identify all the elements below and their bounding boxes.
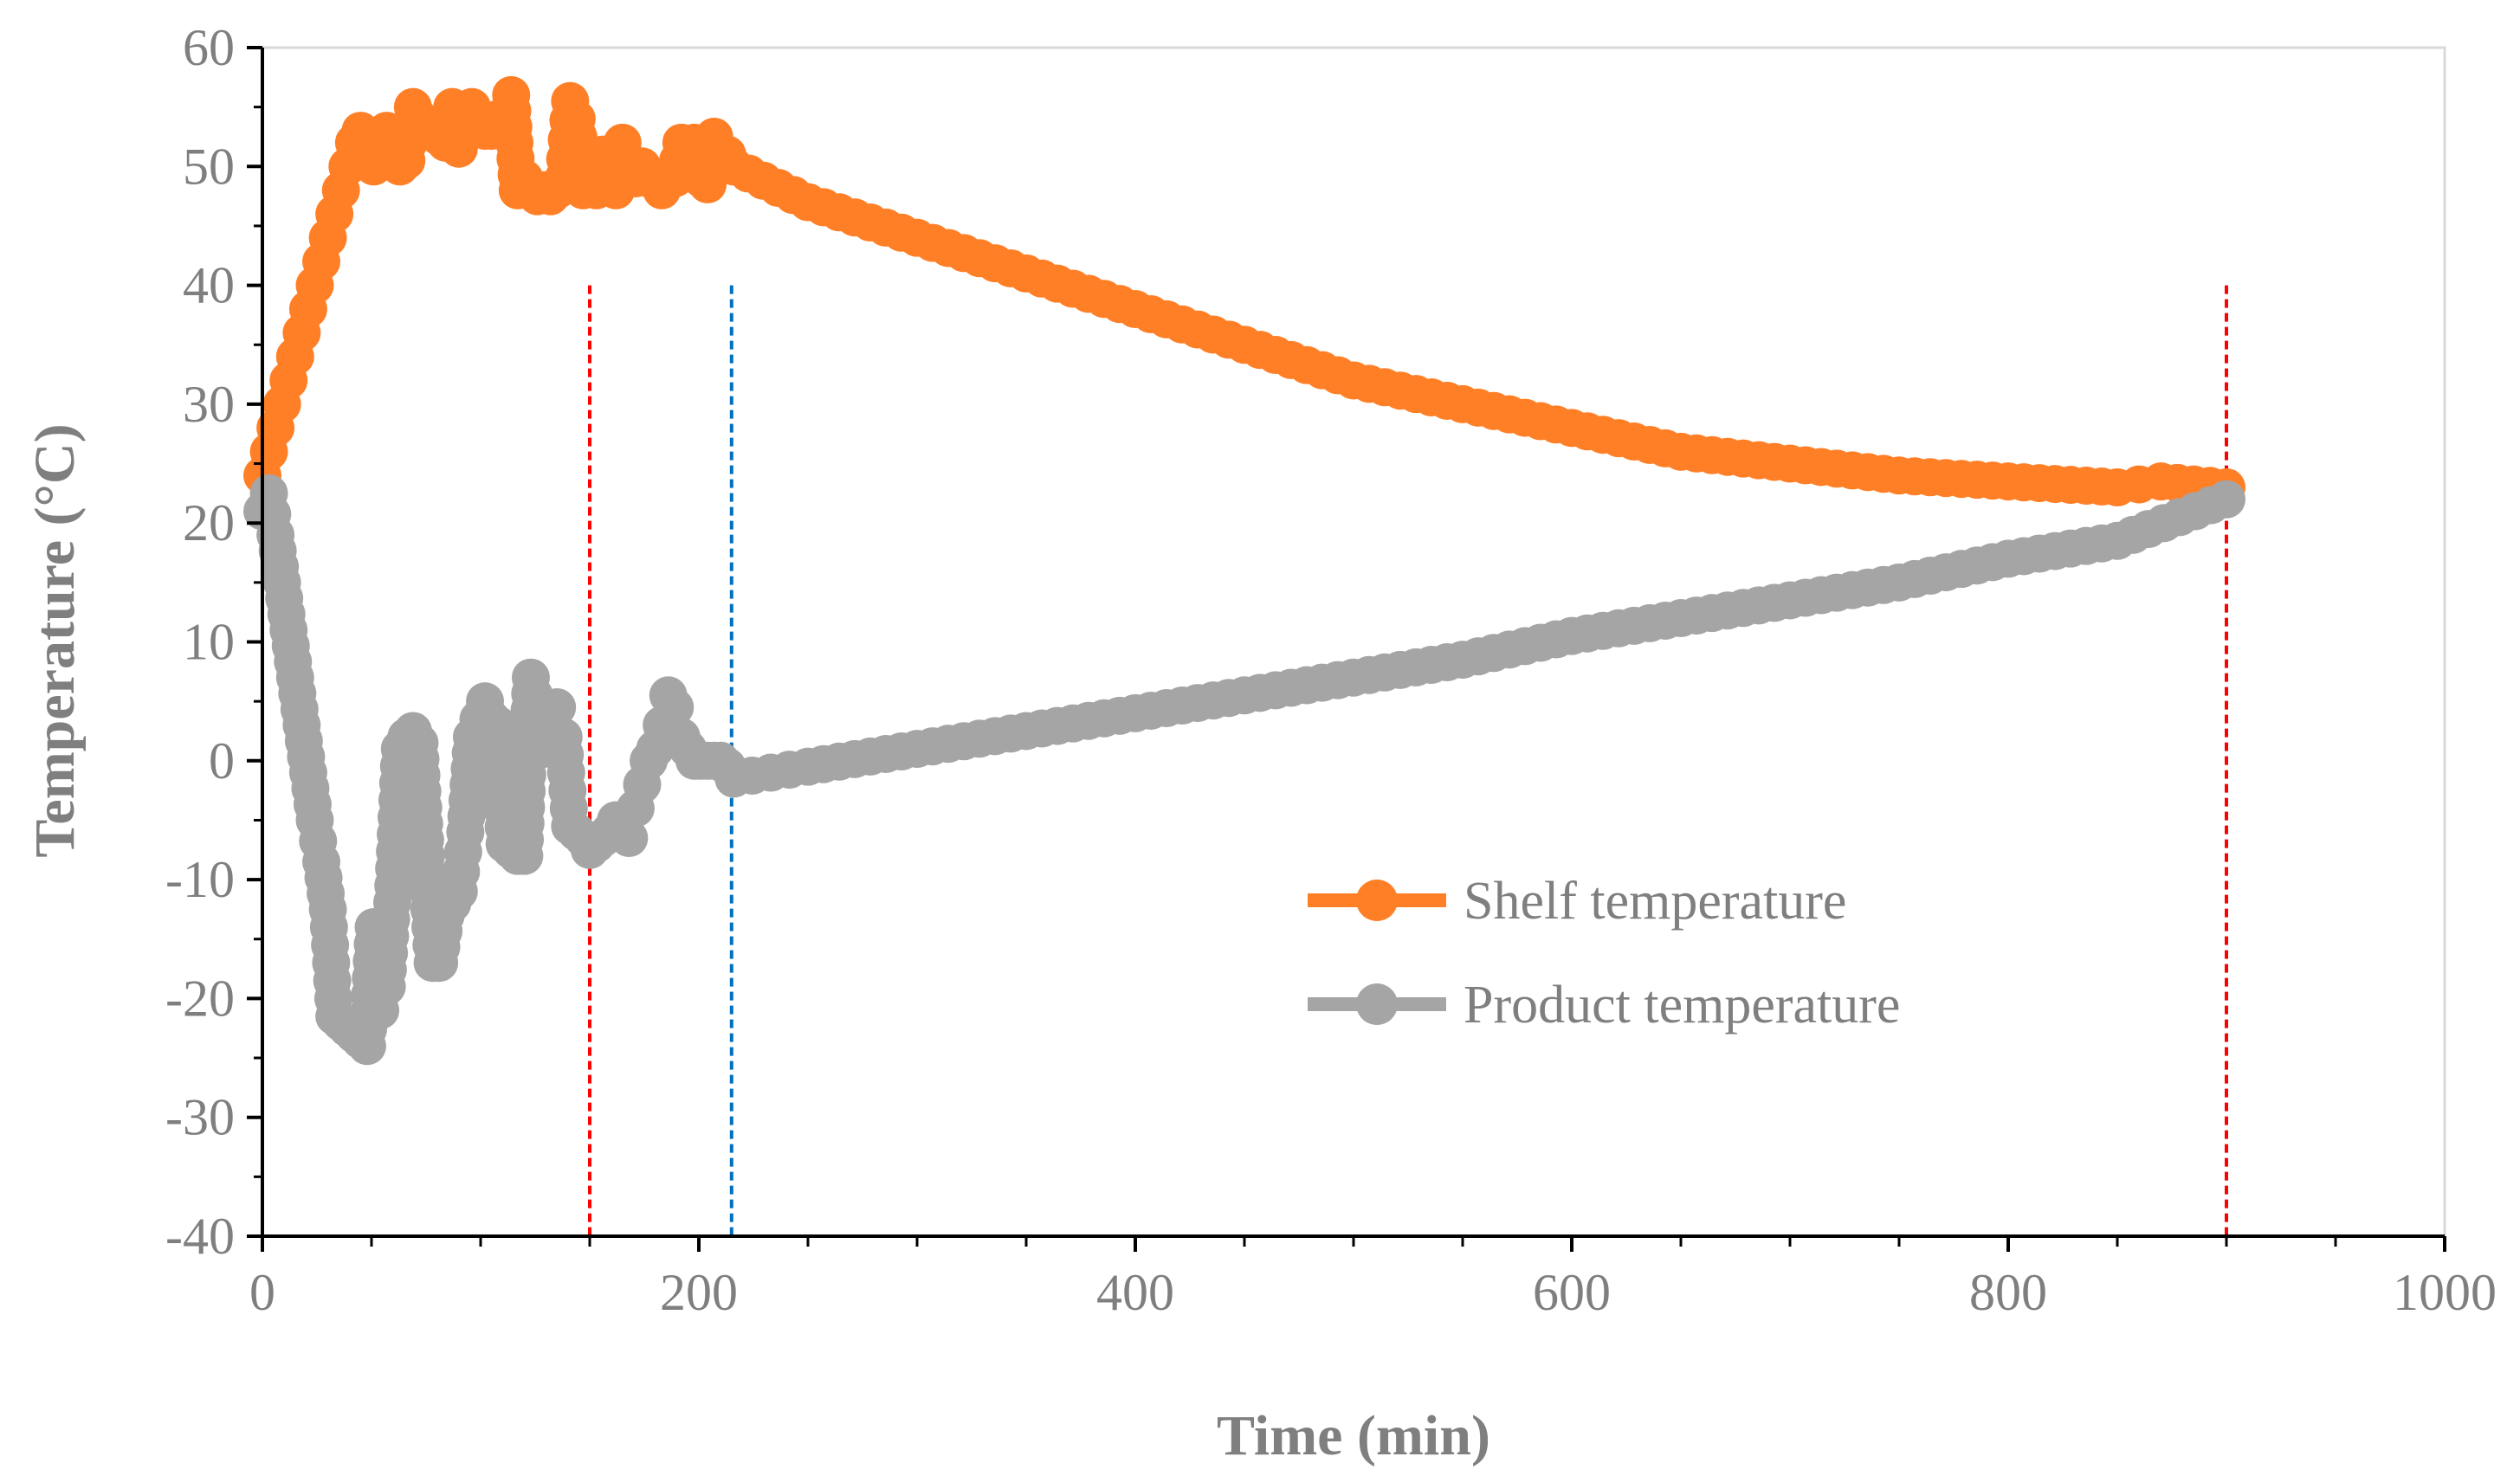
series-point-1	[656, 688, 695, 727]
legend-label-shelf: Shelf temperature	[1464, 872, 1846, 931]
series-layer	[243, 75, 2245, 1066]
y-tick-label: 40	[183, 257, 235, 314]
legend: Shelf temperature Product temperature	[1308, 872, 1900, 1034]
y-axis-ticks: -40 -30 -20 -10 0 10 20 30 40 50 60	[165, 19, 262, 1265]
series-point-1	[2207, 480, 2245, 519]
y-tick-label: 0	[209, 732, 235, 790]
y-tick-label: -20	[165, 970, 235, 1027]
x-tick-label: 1000	[2393, 1264, 2497, 1321]
y-tick-label: -10	[165, 851, 235, 908]
legend-label-product: Product temperature	[1464, 976, 1900, 1034]
y-tick-label: 10	[183, 614, 235, 671]
x-tick-label: 600	[1533, 1264, 1611, 1321]
y-tick-label: -30	[165, 1089, 235, 1146]
x-axis-title: Time (min)	[1217, 1404, 1490, 1467]
y-tick-label: 60	[183, 19, 235, 76]
series-point-1	[610, 819, 649, 858]
legend-swatch-marker-shelf	[1356, 880, 1398, 921]
y-axis-title: Temperature (°C)	[23, 423, 87, 857]
x-tick-label: 400	[1096, 1264, 1174, 1321]
y-tick-label: 20	[183, 494, 235, 551]
y-tick-label: 50	[183, 138, 235, 195]
series-point-1	[538, 688, 577, 727]
x-tick-label: 0	[249, 1264, 275, 1321]
x-axis-ticks: 0 200 400 600 800 1000	[249, 1236, 2497, 1321]
y-tick-label: 30	[183, 376, 235, 433]
legend-item-shelf: Shelf temperature	[1308, 872, 1846, 931]
x-tick-label: 200	[660, 1264, 738, 1321]
plot-area	[261, 46, 2446, 1238]
legend-item-product: Product temperature	[1308, 976, 1900, 1034]
x-tick-label: 800	[1969, 1264, 2047, 1321]
legend-swatch-marker-product	[1356, 983, 1398, 1025]
y-tick-label: -40	[165, 1208, 235, 1265]
